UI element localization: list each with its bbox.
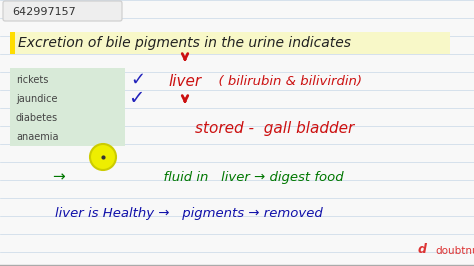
Text: ✓: ✓ bbox=[130, 71, 145, 89]
Text: →: → bbox=[52, 169, 65, 185]
Text: rickets: rickets bbox=[16, 75, 48, 85]
Text: ( bilirubin & bilivirdin): ( bilirubin & bilivirdin) bbox=[210, 76, 362, 89]
Text: anaemia: anaemia bbox=[16, 132, 58, 142]
Text: d: d bbox=[418, 243, 427, 256]
Bar bbox=[10, 32, 15, 54]
Text: fluid in   liver → digest food: fluid in liver → digest food bbox=[155, 171, 344, 184]
FancyBboxPatch shape bbox=[3, 1, 122, 21]
Text: ✓: ✓ bbox=[128, 89, 145, 109]
Text: Excretion of bile pigments in the urine indicates: Excretion of bile pigments in the urine … bbox=[18, 36, 351, 50]
Bar bbox=[10, 68, 125, 146]
Circle shape bbox=[90, 144, 116, 170]
Text: 642997157: 642997157 bbox=[12, 7, 76, 17]
Text: diabetes: diabetes bbox=[16, 113, 58, 123]
Text: jaundice: jaundice bbox=[16, 94, 57, 104]
Text: liver is Healthy →   pigments → removed: liver is Healthy → pigments → removed bbox=[55, 206, 323, 219]
Bar bbox=[10, 32, 450, 54]
Text: liver: liver bbox=[168, 74, 201, 89]
Text: doubtnut: doubtnut bbox=[435, 246, 474, 256]
Text: stored -  gall bladder: stored - gall bladder bbox=[195, 120, 354, 135]
